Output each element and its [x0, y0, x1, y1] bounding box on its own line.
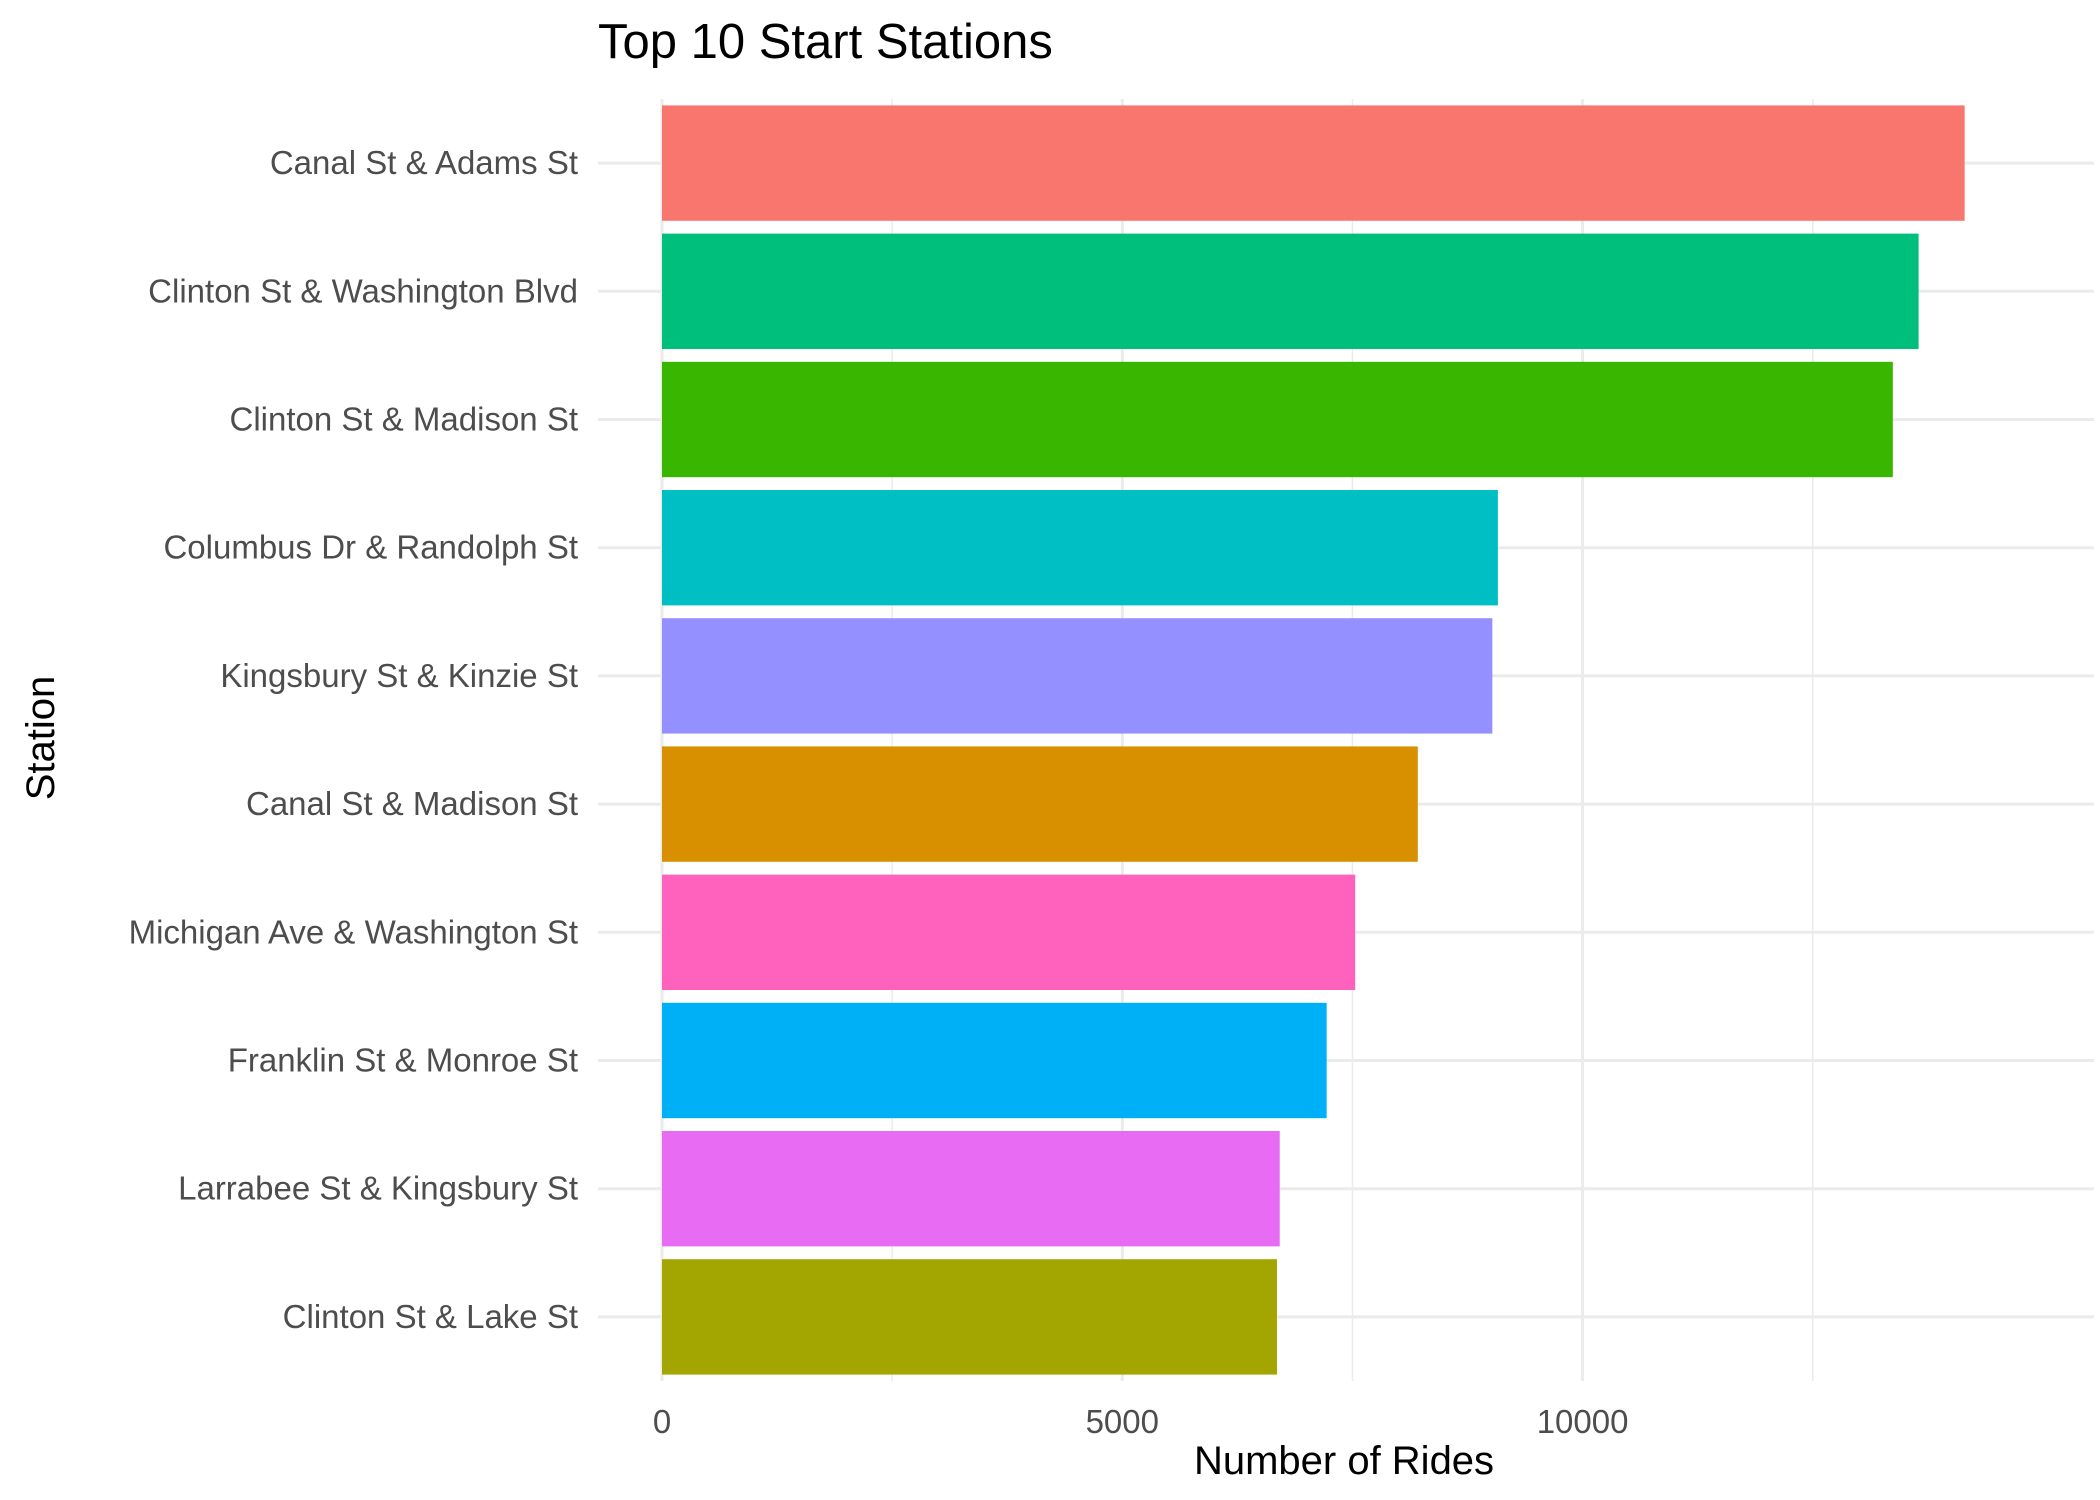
bar — [662, 1259, 1277, 1375]
bar — [662, 746, 1418, 862]
bar — [662, 1131, 1280, 1247]
x-axis-tick-labels: 0 5000 10000 — [653, 1403, 1629, 1440]
bar — [662, 105, 1965, 221]
bar — [662, 1002, 1327, 1119]
bar — [662, 618, 1493, 734]
y-tick-label: Clinton St & Lake St — [283, 1298, 578, 1335]
x-tick-label: 0 — [653, 1403, 671, 1440]
y-tick-label: Clinton St & Washington Blvd — [148, 272, 578, 309]
chart-title: Top 10 Start Stations — [598, 15, 1053, 69]
x-tick-label: 10000 — [1537, 1403, 1629, 1440]
y-axis-title: Station — [19, 676, 63, 801]
y-tick-label: Kingsbury St & Kinzie St — [220, 657, 578, 694]
y-axis-tick-labels: Canal St & Adams St Clinton St & Washingt… — [129, 144, 578, 1335]
y-tick-label: Canal St & Madison St — [246, 785, 578, 822]
y-tick-label: Michigan Ave & Washington St — [129, 913, 578, 950]
y-tick-label: Columbus Dr & Randolph St — [163, 529, 578, 566]
bar — [662, 361, 1893, 478]
x-axis-title: Number of Rides — [1194, 1439, 1494, 1483]
y-tick-label: Clinton St & Madison St — [230, 401, 579, 438]
bar — [662, 490, 1498, 606]
y-tick-label: Canal St & Adams St — [270, 144, 578, 181]
y-tick-label: Larrabee St & Kingsbury St — [178, 1170, 578, 1207]
bar — [662, 233, 1919, 349]
x-tick-label: 5000 — [1086, 1403, 1159, 1440]
bars — [662, 105, 1965, 1375]
bar — [662, 874, 1356, 990]
y-tick-label: Franklin St & Monroe St — [228, 1042, 578, 1079]
